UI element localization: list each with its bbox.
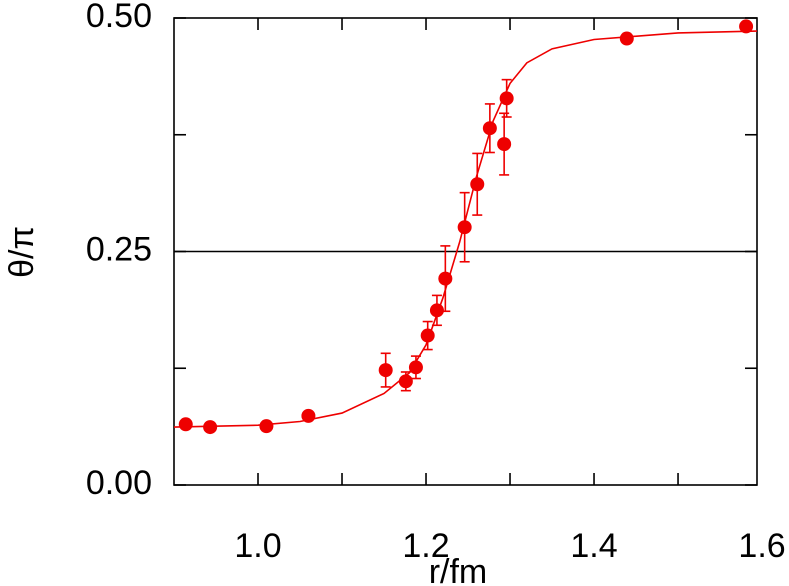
y-tick-label: 0.25	[86, 230, 152, 268]
data-point	[497, 137, 512, 152]
y-tick-label: 0.00	[86, 464, 152, 502]
x-tick-label: 1.6	[738, 527, 785, 565]
data-point	[301, 408, 316, 423]
data-point	[499, 91, 514, 106]
data-point	[482, 121, 497, 136]
fit-curve	[173, 30, 758, 428]
data-point	[438, 271, 453, 286]
data-point	[619, 31, 634, 46]
data-point	[203, 420, 218, 435]
y-tick-label: 0.50	[86, 0, 152, 35]
data-point	[739, 19, 754, 34]
y-axis-label: θ/π	[3, 226, 41, 278]
x-tick-label: 1.2	[402, 527, 449, 565]
data-point	[420, 328, 435, 343]
x-axis-label: r/fm	[429, 553, 488, 586]
data-point	[378, 363, 393, 378]
data-point	[470, 177, 485, 192]
data-point	[457, 220, 472, 235]
data-point	[178, 417, 193, 432]
data-point	[429, 303, 444, 318]
x-tick-label: 1.0	[234, 527, 281, 565]
data-point	[408, 360, 423, 375]
data-point	[398, 374, 413, 389]
data-point	[259, 419, 274, 434]
x-tick-label: 1.4	[570, 527, 617, 565]
